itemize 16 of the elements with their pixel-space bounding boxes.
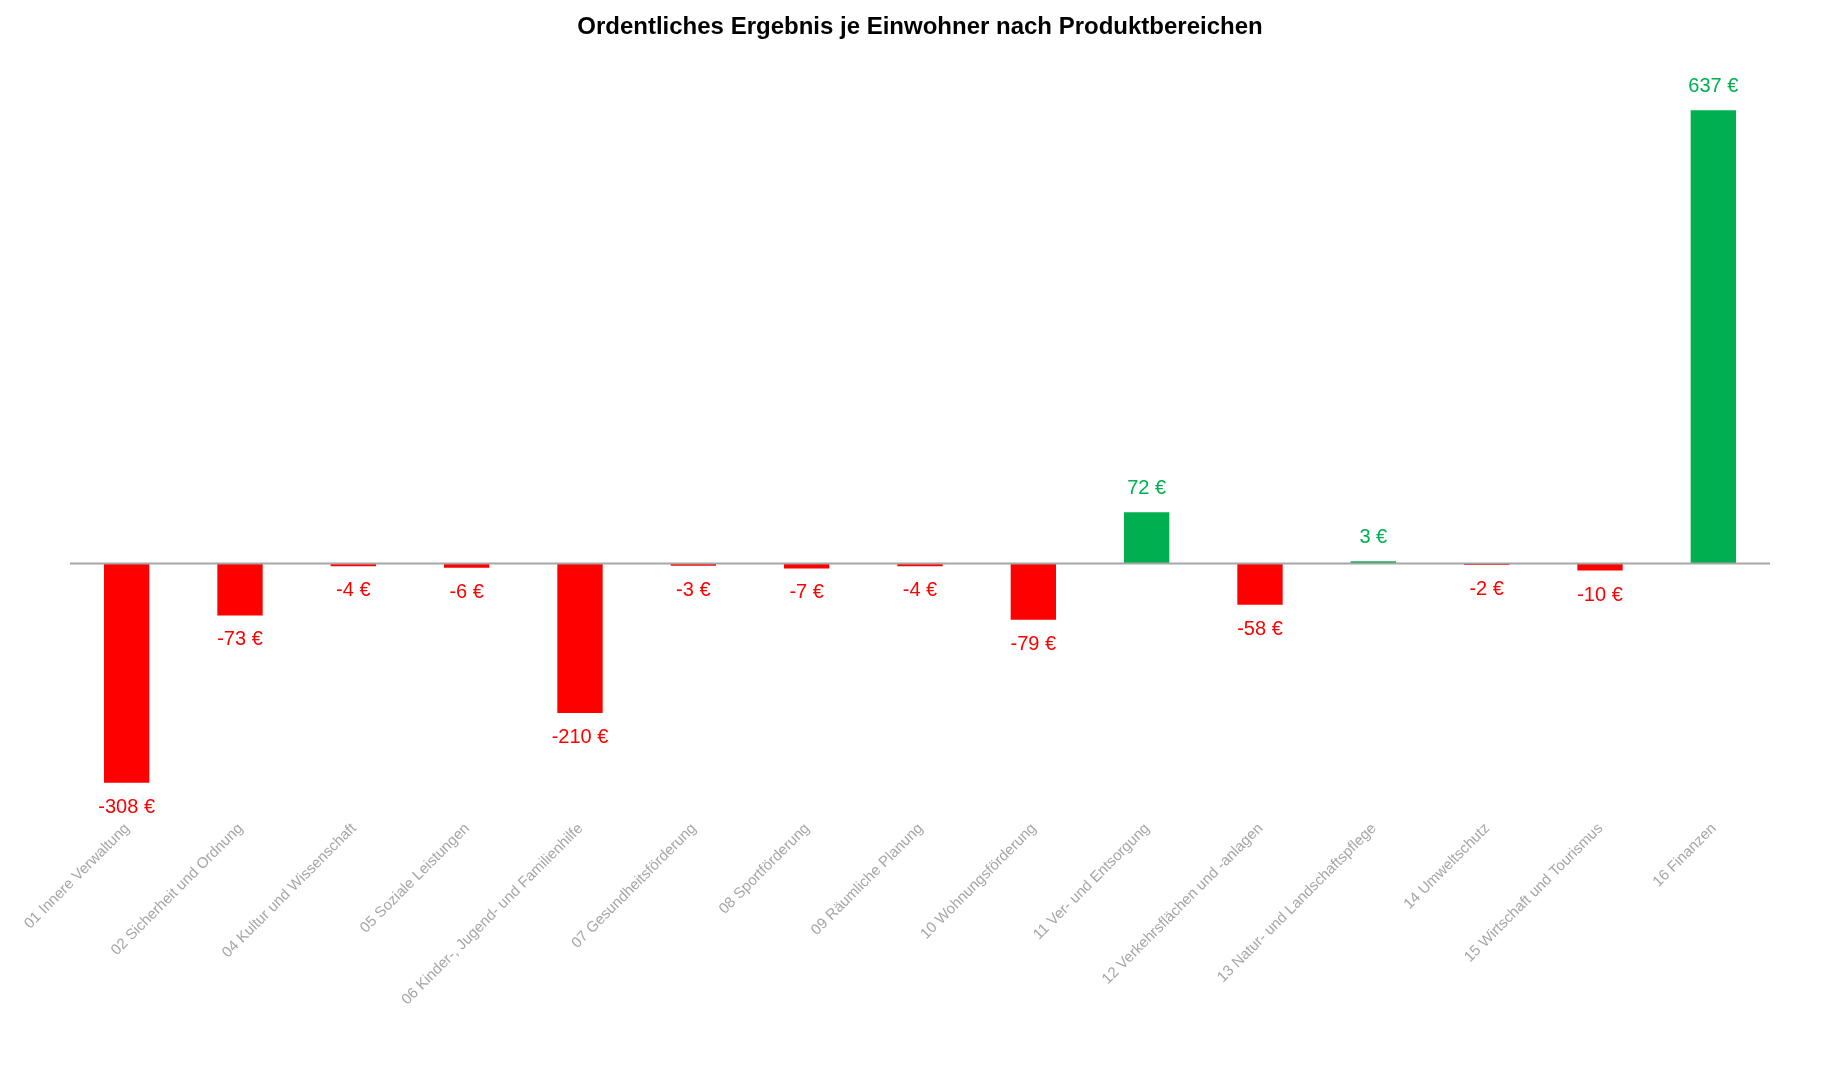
data-label: -79 € <box>1010 631 1057 654</box>
data-label: -58 € <box>1237 616 1283 639</box>
data-label: -6 € <box>449 579 484 602</box>
data-label: 3 € <box>1359 525 1388 548</box>
data-label: -4 € <box>902 578 938 601</box>
data-label: -73 € <box>217 627 263 650</box>
data-label: -3 € <box>676 577 711 600</box>
data-label: -7 € <box>789 580 824 603</box>
data-label: -210 € <box>551 724 609 747</box>
data-label: -2 € <box>1469 576 1504 599</box>
data-label: 637 € <box>1688 74 1739 97</box>
data-label: -10 € <box>1577 582 1623 605</box>
chart-title: Ordentliches Ergebnis je Einwohner nach Produktbereichen <box>577 12 1263 39</box>
data-label: -4 € <box>336 578 371 601</box>
data-label: 72 € <box>1127 476 1167 499</box>
data-label: -308 € <box>98 794 156 817</box>
